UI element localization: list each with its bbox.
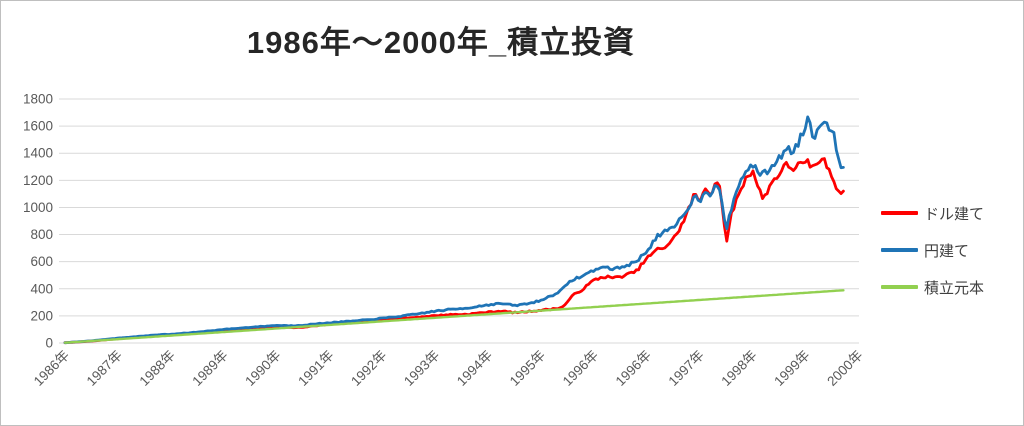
x-axis-tick-label: 1993年 [401, 348, 442, 389]
x-axis-tick-label: 1987年 [84, 348, 125, 389]
legend-line-sample-principal [881, 285, 918, 289]
legend-label-dollar: ドル建て [924, 205, 985, 223]
series-line-円建て [63, 115, 845, 345]
x-axis-tick-label: 1995年 [507, 348, 548, 389]
legend-line-sample-dollar [881, 211, 918, 215]
y-axis-tick-label: 600 [30, 254, 53, 269]
y-axis-tick-label: 0 [45, 336, 53, 351]
x-axis-tick-label: 1988年 [137, 348, 178, 389]
x-axis-tick-label: 1986年 [31, 348, 72, 389]
x-axis-tick-label: 2000年 [824, 348, 865, 389]
x-axis-tick-label: 1989年 [189, 348, 230, 389]
series-line-積立元本 [63, 289, 845, 344]
y-axis-tick-label: 1000 [23, 200, 53, 215]
x-axis-tick-label: 1992年 [348, 348, 389, 389]
legend-label-principal: 積立元本 [924, 279, 985, 297]
legend-item-yen[interactable]: 円建て [881, 239, 984, 261]
y-axis-tick-label: 1200 [23, 173, 53, 188]
chart-legend: ドル建て 円建て 積立元本 [881, 202, 984, 298]
x-axis-tick-label: 1997年 [666, 348, 707, 389]
x-axis-tick-label: 1999年 [771, 348, 812, 389]
y-axis-tick-label: 1400 [23, 146, 53, 161]
legend-item-principal[interactable]: 積立元本 [881, 276, 984, 298]
y-axis-tick-label: 1600 [23, 119, 53, 134]
y-axis-tick-label: 800 [30, 227, 53, 242]
y-axis-tick-label: 1800 [23, 92, 53, 107]
legend-line-sample-yen [881, 248, 918, 252]
legend-item-dollar[interactable]: ドル建て [881, 202, 984, 224]
y-axis-tick-label: 200 [30, 308, 53, 323]
legend-label-yen: 円建て [924, 242, 970, 260]
x-axis-tick-label: 1990年 [242, 348, 283, 389]
x-axis-tick-label: 1996年 [613, 348, 654, 389]
x-axis-tick-label: 1996年 [560, 348, 601, 389]
chart-title: 1986年〜2000年_積立投資 [246, 25, 636, 60]
x-axis-tick-label: 1994年 [454, 348, 495, 389]
y-axis-tick-label: 400 [30, 281, 53, 296]
series-line-ドル建て [63, 157, 845, 345]
x-axis-tick-label: 1998年 [718, 348, 759, 389]
x-axis-tick-label: 1991年 [295, 348, 336, 389]
